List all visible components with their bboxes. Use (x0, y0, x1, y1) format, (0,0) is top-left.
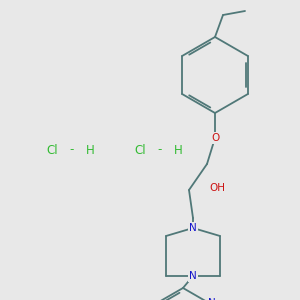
Text: N: N (189, 271, 197, 281)
Text: O: O (211, 133, 219, 143)
Text: -: - (70, 143, 74, 157)
Text: H: H (85, 143, 94, 157)
Text: Cl: Cl (46, 143, 58, 157)
Text: N: N (208, 298, 216, 300)
Text: N: N (189, 223, 197, 233)
Text: OH: OH (209, 183, 225, 193)
Text: H: H (174, 143, 182, 157)
Text: Cl: Cl (134, 143, 146, 157)
Text: -: - (158, 143, 162, 157)
